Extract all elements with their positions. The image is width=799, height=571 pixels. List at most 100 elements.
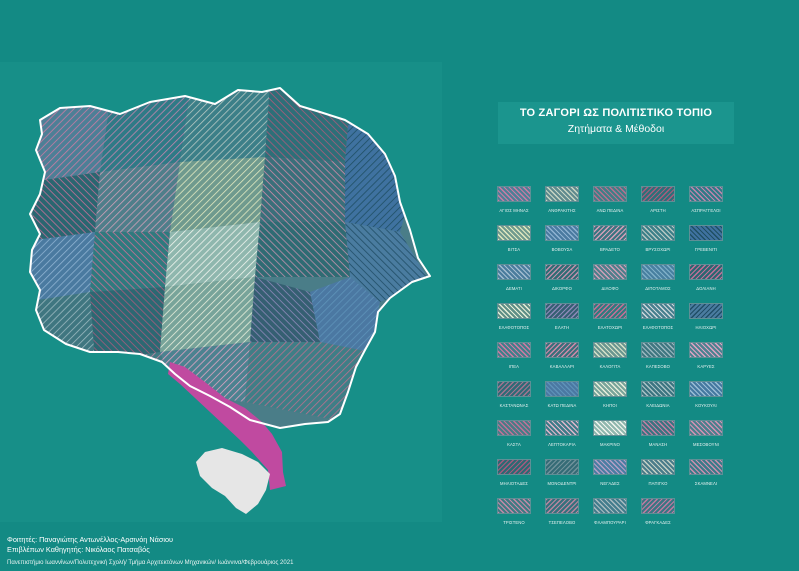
legend-item: ΜΟΝΟΔΕΝΤΡΙ	[538, 459, 586, 486]
legend-label: ΑΓΙΟΣ ΜΗΝΑΣ	[499, 208, 529, 213]
region	[90, 287, 165, 362]
region	[250, 277, 320, 342]
legend-label: ΜΗΛΙΟΤΑΔΕΣ	[500, 481, 528, 486]
legend-label: ΔΙΚΟΡΦΟ	[552, 286, 572, 291]
legend-item: ΔΟΛΙΑΝΗ	[682, 264, 730, 291]
legend-label: ΒΟΒΟΥΣΑ	[551, 247, 573, 252]
legend-item: ΑΝΘΡΑΚΙΤΗΣ	[538, 186, 586, 213]
legend-label: ΒΙΤΣΑ	[507, 247, 521, 252]
legend-item: ΦΡΑΓΚΑΔΕΣ	[634, 498, 682, 525]
legend-label: ΗΛΙΟΧΩΡΙ	[695, 325, 717, 330]
legend-label: ΜΑΚΡΙΝΟ	[599, 442, 620, 447]
legend-swatch	[545, 459, 579, 475]
legend-swatch	[689, 264, 723, 280]
region	[95, 162, 180, 232]
legend-item: ΕΛΑΦΟΤΟΠΟΣ	[634, 303, 682, 330]
legend-label: ΚΑΣΤΑΝΩΝΑΣ	[499, 403, 529, 408]
legend-item: ΚΑΣΤΑ	[490, 420, 538, 447]
legend-label: ΑΣΠΡΑΓΓΕΛΟΙ	[691, 208, 721, 213]
legend-swatch	[497, 225, 531, 241]
legend-swatch	[497, 498, 531, 514]
legend-swatch	[641, 498, 675, 514]
legend-swatch	[641, 303, 675, 319]
legend-label: ΔΙΛΟΦΟ	[601, 286, 619, 291]
legend-label: ΚΟΥΚΟΥΛΙ	[695, 403, 717, 408]
legend-item: ΙΠΕΑ	[490, 342, 538, 369]
region	[245, 342, 370, 422]
legend-item: ΚΑΡΥΕΣ	[682, 342, 730, 369]
legend-item: ΑΣΠΡΑΓΓΕΛΟΙ	[682, 186, 730, 213]
legend-label: ΕΛΑΤΗ	[554, 325, 570, 330]
legend-swatch	[497, 381, 531, 397]
legend-item: ΜΗΛΙΟΤΑΔΕΣ	[490, 459, 538, 486]
legend-item: ΚΟΥΚΟΥΛΙ	[682, 381, 730, 408]
legend-item: ΒΡΥΣΟΧΩΡΙ	[634, 225, 682, 252]
legend-item: ΒΡΑΔΕΤΟ	[586, 225, 634, 252]
legend-label: ΚΑΒΑΛΛΑΡΙ	[549, 364, 575, 369]
legend-item: ΤΡΙΣΤΕΝΟ	[490, 498, 538, 525]
legend-swatch	[593, 459, 627, 475]
legend-swatch	[545, 420, 579, 436]
zagori-outline	[29, 87, 431, 429]
legend-swatch	[641, 420, 675, 436]
legend-item: ΚΑΒΑΛΛΑΡΙ	[538, 342, 586, 369]
legend-label: ΔΙΠΟΤΑΜΟΣ	[645, 286, 671, 291]
highlight-corridor	[168, 362, 286, 490]
footer-text: Πανεπιστήμιο Ιωαννίνων/Πολυτεχνική Σχολή…	[7, 560, 294, 566]
region	[265, 88, 350, 162]
credits: Φοιτητές: Παναγιώτης Αντωνέλλος-Αρσινόη …	[7, 535, 173, 555]
legend-swatch	[497, 420, 531, 436]
region	[30, 102, 110, 182]
legend-swatch	[593, 186, 627, 202]
legend-swatch	[641, 342, 675, 358]
legend-item: ΔΕΜΑΤΙ	[490, 264, 538, 291]
legend-item: ΔΙΛΟΦΟ	[586, 264, 634, 291]
legend-item: ΓΡΕΒΕΝΙΤΙ	[682, 225, 730, 252]
legend-item: ΚΑΛΟΓΙΤΑ	[586, 342, 634, 369]
legend-label: ΜΕΣΟΒΟΥΝΙ	[693, 442, 719, 447]
legend-label: ΜΟΝΟΔΕΝΤΡΙ	[547, 481, 577, 486]
legend-swatch	[545, 498, 579, 514]
legend-label: ΚΑΣΤΑ	[507, 442, 521, 447]
legend-swatch	[545, 186, 579, 202]
legend-item: ΒΟΒΟΥΣΑ	[538, 225, 586, 252]
legend-item: ΒΙΤΣΑ	[490, 225, 538, 252]
region	[260, 157, 345, 222]
legend-label: ΜΑΝΑΣΗ	[648, 442, 668, 447]
legend-item: ΣΚΑΜΝΕΛΙ	[682, 459, 730, 486]
legend-label: ΚΗΠΟΙ	[603, 403, 617, 408]
legend-swatch	[497, 303, 531, 319]
region	[180, 88, 270, 162]
legend-label: ΕΛΑΤΟΧΩΡΙ	[597, 325, 623, 330]
legend-swatch	[593, 381, 627, 397]
legend-item: ΜΑΝΑΣΗ	[634, 420, 682, 447]
region	[170, 157, 265, 232]
legend-item: ΜΑΚΡΙΝΟ	[586, 420, 634, 447]
legend-label: ΑΝΩ ΠΕΔΙΝΑ	[596, 208, 624, 213]
legend-swatch	[641, 186, 675, 202]
legend-swatch	[689, 459, 723, 475]
legend-swatch	[497, 186, 531, 202]
legend-swatch	[593, 342, 627, 358]
legend-item: ΠΑΠΙΓΚΟ	[634, 459, 682, 486]
legend-label: ΓΡΕΒΕΝΙΤΙ	[694, 247, 718, 252]
title-box: ΤΟ ΖΑΓΟΡΙ ΩΣ ΠΟΛΙΤΙΣΤΙΚΟ ΤΟΠΙΟ Ζητήματα …	[498, 102, 734, 144]
legend-swatch	[689, 381, 723, 397]
legend-item: ΔΙΚΟΡΦΟ	[538, 264, 586, 291]
legend-label: ΚΛΕΙΔΩΝΙΑ	[646, 403, 670, 408]
legend-swatch	[593, 225, 627, 241]
legend-item: ΗΛΙΟΧΩΡΙ	[682, 303, 730, 330]
region	[310, 277, 380, 352]
legend-swatch	[593, 498, 627, 514]
legend-label: ΑΝΘΡΑΚΙΤΗΣ	[548, 208, 576, 213]
legend-swatch	[497, 459, 531, 475]
legend-label: ΚΑΠΕΣΟΒΟ	[645, 364, 671, 369]
legend-swatch	[641, 225, 675, 241]
legend-label: ΝΕΓΑΔΕΣ	[600, 481, 620, 486]
legend-item: ΤΣΕΠΕΛΟΒΟ	[538, 498, 586, 525]
legend-label: ΔΟΛΙΑΝΗ	[696, 286, 716, 291]
legend-label: ΙΠΕΑ	[508, 364, 520, 369]
legend-item: ΕΛΑΤΗ	[538, 303, 586, 330]
legend-item: ΛΕΠΤΟΚΑΡΙΑ	[538, 420, 586, 447]
region	[30, 292, 95, 362]
